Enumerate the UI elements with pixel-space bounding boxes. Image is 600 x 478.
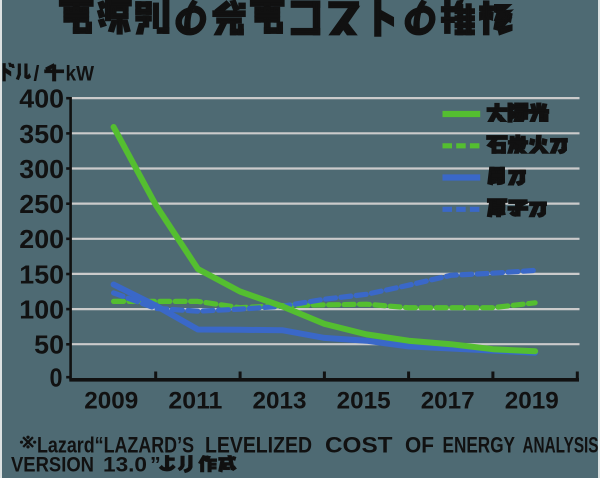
svg-text:2011: 2011 xyxy=(168,388,222,415)
svg-text:”: ” xyxy=(150,453,161,477)
svg-text:/: / xyxy=(34,63,40,86)
svg-text:OF: OF xyxy=(405,433,434,458)
svg-text:2009: 2009 xyxy=(84,388,138,415)
svg-text:LEVELIZED: LEVELIZED xyxy=(205,433,312,458)
svg-text:200: 200 xyxy=(19,224,64,254)
svg-text:100: 100 xyxy=(19,295,64,325)
svg-text:150: 150 xyxy=(19,259,64,289)
svg-text:2013: 2013 xyxy=(253,388,307,415)
svg-text:ANALYSIS: ANALYSIS xyxy=(523,433,599,458)
svg-text:ENERGY: ENERGY xyxy=(443,433,516,458)
svg-text:kW: kW xyxy=(66,63,95,86)
svg-text:300: 300 xyxy=(19,154,64,184)
svg-text:VERSION: VERSION xyxy=(11,453,94,477)
svg-text:0: 0 xyxy=(50,363,63,393)
svg-text:2015: 2015 xyxy=(337,388,391,415)
svg-text:350: 350 xyxy=(19,119,64,149)
svg-text:400: 400 xyxy=(19,84,64,114)
svg-text:250: 250 xyxy=(19,189,64,219)
svg-text:Lazard“LAZARD’S: Lazard“LAZARD’S xyxy=(37,433,194,458)
svg-text:COST: COST xyxy=(325,433,393,458)
svg-text:2017: 2017 xyxy=(421,388,475,415)
svg-text:2019: 2019 xyxy=(505,388,559,415)
svg-text:50: 50 xyxy=(34,330,64,360)
svg-text:13.0: 13.0 xyxy=(103,453,147,477)
